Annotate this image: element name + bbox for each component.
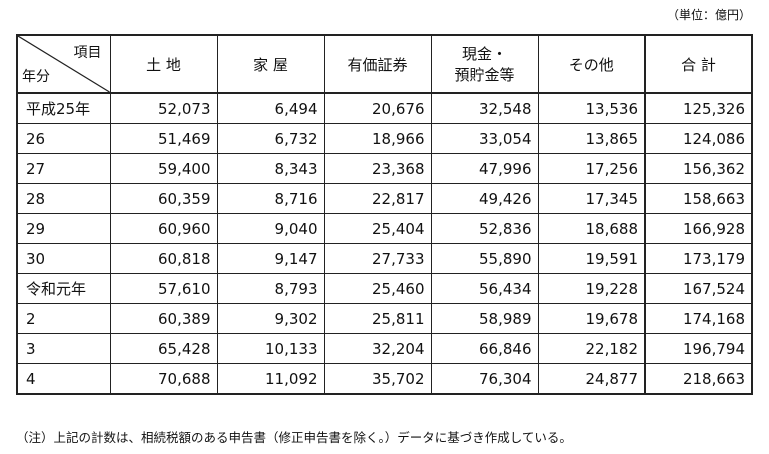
cell-securities: 25,404: [323, 213, 432, 244]
cell-securities: 23,368: [323, 153, 432, 184]
cell-land: 60,389: [109, 303, 218, 334]
cell-other: 17,256: [537, 153, 646, 184]
cell-total: 125,326: [644, 92, 753, 124]
cell-cash: 56,434: [430, 273, 539, 304]
cell-house: 9,302: [216, 303, 325, 334]
col-header-house: 家 屋: [216, 34, 325, 94]
table-row: 30 60,818 9,147 27,733 55,890 19,591 173,179: [16, 243, 753, 274]
cell-house: 8,716: [216, 183, 325, 214]
col-header-cash-line2: 預貯金等: [454, 66, 515, 84]
cell-cash: 66,846: [430, 333, 539, 364]
corner-header: 項目 年分: [16, 34, 111, 94]
cell-securities: 32,204: [323, 333, 432, 364]
cell-house: 11,092: [216, 363, 325, 395]
cell-total: 173,179: [644, 243, 753, 274]
cell-house: 6,494: [216, 92, 325, 124]
corner-label-year: 年分: [22, 69, 50, 85]
table-row: 2 60,389 9,302 25,811 58,989 19,678 174,168: [16, 303, 753, 334]
table-row: 28 60,359 8,716 22,817 49,426 17,345 158,663: [16, 183, 753, 214]
table-row: 4 70,688 11,092 35,702 76,304 24,877 218,663: [16, 363, 753, 395]
footnote: （注）上記の計数は、相続税額のある申告書（修正申告書を除く。）データに基づき作成…: [16, 430, 572, 445]
cell-other: 13,865: [537, 123, 646, 154]
cell-house: 9,040: [216, 213, 325, 244]
cell-other: 22,182: [537, 333, 646, 364]
cell-house: 10,133: [216, 333, 325, 364]
cell-land: 70,688: [109, 363, 218, 395]
cell-securities: 35,702: [323, 363, 432, 395]
cell-house: 8,343: [216, 153, 325, 184]
cell-house: 9,147: [216, 243, 325, 274]
table-row: 29 60,960 9,040 25,404 52,836 18,688 166,928: [16, 213, 753, 244]
row-year: 2: [16, 303, 111, 334]
cell-cash: 55,890: [430, 243, 539, 274]
inheritance-assets-table: 項目 年分 土 地 家 屋 有価証券 現金・ 預貯金等 その他 合 計 平成25…: [16, 34, 753, 395]
cell-total: 156,362: [644, 153, 753, 184]
col-header-cash-line1: 現金・: [461, 45, 507, 63]
header-row: 項目 年分 土 地 家 屋 有価証券 現金・ 預貯金等 その他 合 計: [16, 34, 753, 94]
cell-land: 59,400: [109, 153, 218, 184]
unit-label: （単位：億円）: [666, 8, 751, 22]
row-year: 28: [16, 183, 111, 214]
cell-total: 167,524: [644, 273, 753, 304]
corner-label-item: 項目: [73, 45, 102, 61]
row-year: 30: [16, 243, 111, 274]
cell-other: 18,688: [537, 213, 646, 244]
cell-securities: 25,811: [323, 303, 432, 334]
col-header-land: 土 地: [109, 34, 218, 94]
cell-securities: 25,460: [323, 273, 432, 304]
cell-total: 218,663: [644, 363, 753, 395]
table-row: 3 65,428 10,133 32,204 66,846 22,182 196,794: [16, 333, 753, 364]
col-header-cash: 現金・ 預貯金等: [430, 34, 539, 94]
cell-land: 57,610: [109, 273, 218, 304]
table-row: 27 59,400 8,343 23,368 47,996 17,256 156,362: [16, 153, 753, 184]
cell-land: 52,073: [109, 92, 218, 124]
row-year: 4: [16, 363, 111, 395]
diagonal-divider: [18, 36, 110, 92]
cell-cash: 32,548: [430, 92, 539, 124]
cell-securities: 22,817: [323, 183, 432, 214]
cell-other: 17,345: [537, 183, 646, 214]
cell-cash: 52,836: [430, 213, 539, 244]
cell-cash: 58,989: [430, 303, 539, 334]
col-header-securities: 有価証券: [323, 34, 432, 94]
cell-cash: 47,996: [430, 153, 539, 184]
row-year: 29: [16, 213, 111, 244]
row-year: 令和元年: [16, 273, 111, 304]
col-header-total: 合 計: [644, 34, 753, 94]
cell-land: 51,469: [109, 123, 218, 154]
cell-securities: 20,676: [323, 92, 432, 124]
row-year: 平成25年: [16, 92, 111, 124]
row-year: 26: [16, 123, 111, 154]
cell-other: 24,877: [537, 363, 646, 395]
cell-other: 13,536: [537, 92, 646, 124]
cell-land: 60,359: [109, 183, 218, 214]
cell-total: 196,794: [644, 333, 753, 364]
cell-land: 60,818: [109, 243, 218, 274]
table-row: 令和元年 57,610 8,793 25,460 56,434 19,228 167,524: [16, 273, 753, 304]
col-header-other: その他: [537, 34, 646, 94]
cell-total: 158,663: [644, 183, 753, 214]
cell-total: 174,168: [644, 303, 753, 334]
cell-cash: 33,054: [430, 123, 539, 154]
cell-total: 124,086: [644, 123, 753, 154]
cell-other: 19,591: [537, 243, 646, 274]
cell-total: 166,928: [644, 213, 753, 244]
cell-other: 19,228: [537, 273, 646, 304]
cell-securities: 27,733: [323, 243, 432, 274]
cell-securities: 18,966: [323, 123, 432, 154]
row-year: 3: [16, 333, 111, 364]
cell-house: 8,793: [216, 273, 325, 304]
cell-cash: 49,426: [430, 183, 539, 214]
cell-cash: 76,304: [430, 363, 539, 395]
cell-house: 6,732: [216, 123, 325, 154]
cell-land: 60,960: [109, 213, 218, 244]
cell-land: 65,428: [109, 333, 218, 364]
cell-other: 19,678: [537, 303, 646, 334]
table-row: 26 51,469 6,732 18,966 33,054 13,865 124,086: [16, 123, 753, 154]
table-row: 平成25年 52,073 6,494 20,676 32,548 13,536 125,32…: [16, 92, 753, 124]
row-year: 27: [16, 153, 111, 184]
